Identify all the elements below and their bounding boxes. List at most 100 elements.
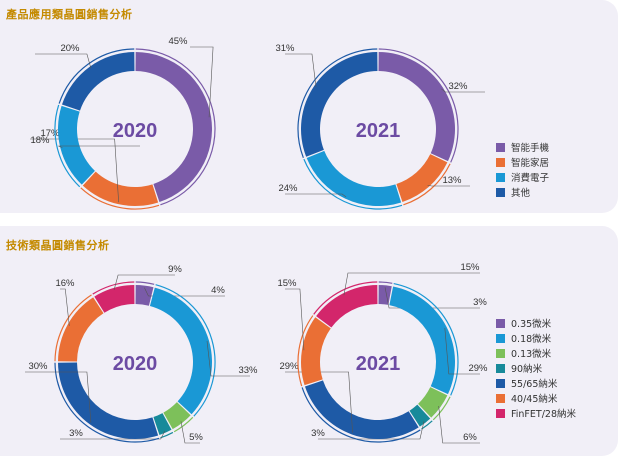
donut-outer-ring: [92, 281, 135, 295]
donut-slice: [389, 286, 455, 395]
legend-item: 90納米: [496, 362, 576, 377]
legend-swatch: [496, 394, 505, 403]
donut-chart-3: 3% 29% 6% 3% 29% 15% 15% 2021: [277, 262, 488, 444]
legend-label: 0.18微米: [511, 334, 552, 345]
legend-swatch: [496, 319, 505, 328]
legend-swatch: [496, 158, 505, 167]
donut-outer-ring: [297, 48, 378, 158]
donut-outer-ring: [54, 294, 92, 362]
slice-value-label: 45%: [168, 36, 188, 47]
donut-chart-2: 4% 33% 5% 3% 30% 16% 9% 2020: [25, 264, 258, 444]
donut-outer-ring: [393, 282, 459, 396]
legend-label: 55/65納米: [511, 379, 558, 390]
leader-line: [58, 145, 140, 148]
legend: 0.35微米 0.18微米 0.13微米 90納米 55/65納米 40/45納…: [496, 317, 576, 422]
slice-value-label: 33%: [238, 365, 258, 376]
legend-item: 0.13微米: [496, 347, 576, 362]
legend-swatch: [496, 334, 505, 343]
donut-outer-ring: [160, 431, 174, 439]
year-label: 2021: [356, 353, 401, 375]
slice-value-label: 29%: [279, 361, 299, 372]
donut-slice: [82, 171, 159, 207]
legend-swatch: [496, 173, 505, 182]
donut-outer-ring: [297, 315, 314, 387]
legend-label: 0.35微米: [511, 319, 552, 330]
donut-slice: [94, 285, 135, 313]
donut-slice: [396, 154, 448, 203]
donut-slice: [300, 52, 378, 157]
donut-slice: [135, 285, 154, 306]
legend-item: 0.18微米: [496, 332, 576, 347]
leader-line: [427, 184, 470, 187]
donut-outer-ring: [173, 416, 194, 433]
leader-line: [35, 53, 92, 69]
donut-slice: [409, 404, 431, 427]
leader-line: [318, 421, 425, 440]
donut-outer-ring: [58, 48, 135, 104]
year-label: 2020: [113, 353, 158, 375]
leader-line: [441, 88, 485, 93]
legend-label: 其他: [511, 188, 531, 199]
donut-slice: [149, 287, 212, 415]
legend-label: 40/45納米: [511, 394, 558, 405]
slice-value-label: 32%: [448, 81, 468, 92]
slice-value-label: 3%: [473, 297, 487, 308]
slice-value-label: 3%: [311, 428, 325, 439]
leader-line: [144, 287, 225, 297]
legend-label: FinFET/28納米: [511, 409, 576, 420]
legend-label: 智能家居: [511, 158, 550, 169]
slice-value-label: 15%: [460, 262, 480, 273]
legend-label: 消費電子: [511, 173, 550, 184]
panel-title: 技術類晶圓銷售分析: [6, 239, 110, 252]
donut-slice: [301, 317, 331, 386]
legend-label: 90納米: [511, 364, 543, 375]
leader-line: [25, 371, 92, 423]
leader-line: [285, 193, 347, 198]
legend-label: 智能手機: [511, 143, 550, 154]
donut-outer-ring: [135, 48, 216, 206]
leader-line: [60, 288, 70, 326]
donut-slice: [58, 297, 104, 362]
donut-outer-ring: [301, 387, 421, 443]
leader-line: [343, 272, 480, 296]
donut-slice: [58, 362, 159, 439]
donut-outer-ring: [54, 104, 81, 188]
legend-swatch: [496, 409, 505, 418]
slice-value-label: 20%: [60, 43, 80, 54]
donut-slice: [316, 285, 378, 328]
donut-slice: [61, 52, 135, 111]
leader-line: [444, 327, 480, 375]
donut-slice: [57, 105, 95, 185]
slice-value-label: 30%: [28, 361, 48, 372]
legend-item: 智能手機: [496, 141, 549, 156]
donut-outer-ring: [421, 420, 433, 430]
slice-value-label: 31%: [275, 43, 295, 54]
donut-outer-ring: [303, 158, 403, 210]
legend-swatch: [496, 379, 505, 388]
legend-item: 消費電子: [496, 171, 549, 186]
donut-outer-ring: [135, 281, 155, 285]
slice-value-label: 9%: [168, 264, 182, 275]
legend-item: 55/65納米: [496, 377, 576, 392]
legend: 智能手機 智能家居 消費電子 其他: [496, 141, 549, 201]
slice-value-label: 6%: [463, 432, 477, 443]
slice-value-label: 5%: [189, 432, 203, 443]
leader-line: [285, 53, 317, 87]
legend-item: 0.35微米: [496, 317, 576, 332]
leader-line: [180, 421, 200, 444]
year-label: 2021: [356, 120, 401, 142]
slice-value-label: 17%: [40, 128, 60, 139]
slice-value-label: 15%: [277, 278, 297, 289]
slice-value-label: 29%: [468, 363, 488, 374]
panel-title: 產品應用類晶圓銷售分析: [6, 8, 133, 21]
donut-slice: [153, 413, 172, 436]
legend-item: 智能家居: [496, 156, 549, 171]
legend-swatch: [496, 349, 505, 358]
donut-outer-ring: [54, 362, 160, 443]
year-label: 2020: [113, 120, 158, 142]
legend-label: 0.13微米: [511, 349, 552, 360]
slice-value-label: 24%: [278, 183, 298, 194]
donut-chart-1: 32% 13% 24% 31% 2021: [275, 43, 485, 210]
donut-outer-ring: [378, 48, 459, 163]
legend-item: 其他: [496, 186, 549, 201]
